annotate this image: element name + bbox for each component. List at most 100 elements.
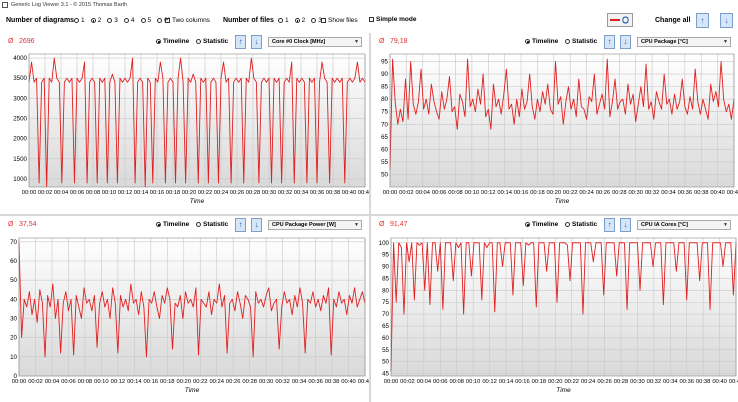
x-tick-label: 00:26 — [597, 379, 612, 385]
x-tick-label: 00:22 — [564, 379, 579, 385]
y-tick-label: 55 — [382, 347, 389, 354]
x-tick-label: 00:18 — [166, 190, 181, 196]
diagram-option-5[interactable]: 5 — [140, 17, 151, 24]
line-style-button[interactable] — [607, 13, 633, 27]
change-all-down-button[interactable]: ↓ — [720, 13, 733, 28]
row-divider — [0, 214, 738, 216]
x-tick-label: 00:00 — [384, 379, 399, 385]
two-columns-label: Two columns — [172, 17, 210, 24]
timeline-radio[interactable]: Timeline — [156, 221, 189, 228]
sensor-select[interactable]: CPU Package [°C] ▼ — [637, 37, 731, 47]
x-tick-label: 00:42 — [358, 379, 369, 385]
arrow-up-icon: ↑ — [607, 220, 612, 229]
arrow-down-icon: ↓ — [724, 15, 729, 25]
x-tick-label: 00:18 — [530, 190, 545, 196]
column-divider — [369, 33, 371, 402]
file-option-label: 2 — [301, 17, 306, 24]
plot-border — [18, 237, 366, 377]
x-tick-label: 00:16 — [514, 190, 529, 196]
y-tick-label: 1500 — [13, 156, 27, 163]
y-tick-label: 90 — [382, 264, 389, 271]
x-tick-label: 00:16 — [515, 379, 530, 385]
diagram-option-1[interactable]: 1 — [74, 17, 85, 24]
x-tick-label: 00:42 — [727, 190, 738, 196]
timeline-radio[interactable]: Timeline — [525, 38, 558, 45]
x-tick-label: 00:40 — [712, 379, 727, 385]
statistic-radio[interactable]: Statistic — [196, 38, 228, 45]
y-tick-label: 50 — [382, 359, 389, 366]
sensor-select-value: CPU Package Power [W] — [272, 222, 336, 228]
y-tick-label: 3500 — [13, 75, 27, 82]
file-option-1[interactable]: 1 — [278, 17, 289, 24]
sensor-up-button[interactable]: ↑ — [235, 35, 246, 49]
chevron-down-icon: ▼ — [354, 39, 359, 45]
toolbar: Number of diagrams 123456 Two columns Nu… — [0, 11, 738, 33]
sensor-down-button[interactable]: ↓ — [620, 218, 631, 232]
sensor-up-button[interactable]: ↑ — [235, 218, 246, 232]
series-line — [390, 242, 737, 372]
sensor-up-button[interactable]: ↑ — [604, 35, 615, 49]
average-value: 91,47 — [390, 221, 408, 228]
x-axis-label: Time — [555, 198, 570, 205]
x-tick-label: 00:16 — [144, 379, 159, 385]
x-tick-label: 00:20 — [182, 190, 197, 196]
y-tick-label: 2000 — [13, 136, 27, 143]
change-all-up-button[interactable]: ↑ — [696, 13, 709, 28]
y-tick-label: 55 — [381, 159, 388, 166]
diagram-option-2[interactable]: 2 — [90, 17, 102, 24]
x-tick-label: 00:22 — [193, 379, 208, 385]
y-tick-label: 65 — [381, 134, 388, 141]
sensor-select-value: Core #0 Clock [MHz] — [272, 39, 326, 45]
diagram-option-label: 2 — [97, 17, 102, 24]
x-tick-label: 00:38 — [696, 379, 711, 385]
checkbox-icon — [369, 17, 374, 22]
radio-icon — [90, 18, 96, 23]
y-tick-label: 60 — [382, 335, 389, 342]
line-style-icon — [610, 16, 629, 24]
file-option-label: 3 — [318, 17, 322, 24]
timeline-radio[interactable]: Timeline — [525, 221, 558, 228]
y-tick-label: 45 — [382, 371, 389, 378]
x-tick-label: 00:08 — [78, 379, 93, 385]
timeline-radio[interactable]: Timeline — [156, 38, 189, 45]
x-tick-label: 00:04 — [416, 190, 431, 196]
sensor-up-button[interactable]: ↑ — [604, 218, 615, 232]
diagram-option-3[interactable]: 3 — [107, 17, 118, 24]
radio-icon — [525, 222, 530, 227]
average-value: 2696 — [19, 38, 35, 45]
arrow-down-icon: ↓ — [254, 220, 259, 229]
statistic-radio[interactable]: Statistic — [196, 221, 228, 228]
sensor-down-button[interactable]: ↓ — [251, 218, 262, 232]
x-tick-label: 00:38 — [326, 190, 341, 196]
checkbox-icon — [321, 18, 326, 23]
two-columns-checkbox[interactable]: Two columns — [165, 16, 210, 24]
diagram-option-label: 1 — [81, 17, 85, 24]
diagram-option-4[interactable]: 4 — [123, 17, 135, 24]
file-option-2[interactable]: 2 — [294, 17, 306, 24]
radio-icon — [278, 18, 283, 23]
y-tick-label: 4000 — [13, 55, 27, 62]
x-tick-label: 00:24 — [209, 379, 224, 385]
radio-icon — [123, 18, 129, 23]
file-option-3[interactable]: 3 — [311, 17, 322, 24]
statistic-radio[interactable]: Statistic — [565, 38, 597, 45]
sensor-select[interactable]: Core #0 Clock [MHz] ▼ — [268, 37, 362, 47]
series-line — [28, 57, 366, 188]
radio-icon — [74, 18, 79, 23]
y-tick-label: 0 — [14, 373, 18, 380]
radio-icon — [565, 222, 570, 227]
sensor-down-button[interactable]: ↓ — [620, 35, 631, 49]
sensor-select[interactable]: CPU IA Cores [°C] ▼ — [637, 220, 731, 230]
x-tick-label: 00:00 — [22, 190, 37, 196]
show-files-checkbox[interactable]: Show files — [321, 17, 358, 24]
x-tick-label: 00:36 — [310, 190, 325, 196]
sensor-select[interactable]: CPU Package Power [W] ▼ — [268, 220, 362, 230]
x-tick-label: 00:34 — [292, 379, 307, 385]
num-diagrams-label: Number of diagrams — [6, 17, 75, 24]
diagram-panel: Ø 37,54 Timeline Statistic ↑ ↓ CPU Packa… — [0, 216, 369, 402]
radio-icon — [565, 39, 570, 44]
statistic-radio[interactable]: Statistic — [565, 221, 597, 228]
sensor-down-button[interactable]: ↓ — [251, 35, 262, 49]
simple-mode-checkbox[interactable]: Simple mode — [369, 16, 416, 23]
statistic-label: Statistic — [203, 38, 229, 45]
